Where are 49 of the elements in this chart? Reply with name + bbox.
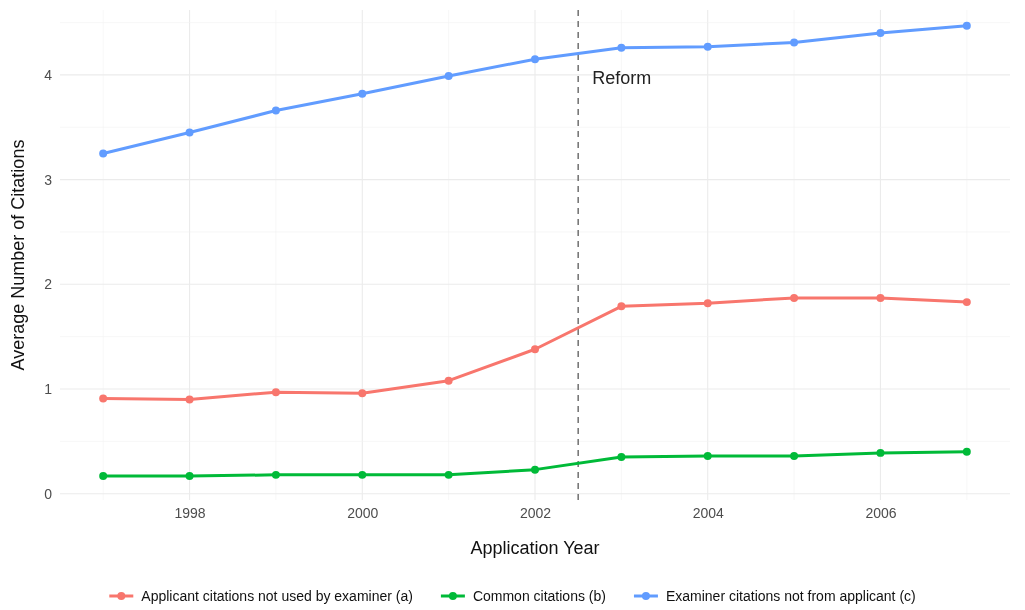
point	[876, 448, 885, 457]
point	[271, 106, 280, 115]
point	[358, 470, 367, 479]
point	[444, 71, 453, 80]
point	[962, 447, 971, 456]
point	[358, 89, 367, 98]
point	[703, 42, 712, 51]
point	[617, 43, 626, 52]
legend-label: Common citations (b)	[472, 588, 606, 604]
y-axis-title: Average Number of Citations	[8, 139, 28, 371]
y-tick-label: 2	[44, 276, 53, 293]
y-tick-label: 1	[44, 381, 53, 397]
point	[531, 465, 539, 474]
point	[617, 453, 626, 462]
point	[962, 298, 971, 307]
legend-label: Examiner citations not from applicant (c)	[665, 588, 916, 604]
point	[185, 395, 194, 404]
point	[790, 38, 799, 47]
point	[790, 293, 799, 302]
point	[703, 299, 712, 308]
point	[444, 376, 453, 385]
point	[271, 388, 280, 397]
point	[531, 55, 539, 64]
point	[703, 452, 712, 461]
x-axis-title: Application Year	[470, 538, 600, 558]
point	[444, 470, 453, 479]
point	[185, 471, 194, 480]
x-tick-label: 1998	[174, 504, 206, 521]
legend-label: Applicant citations not used by examiner (a)	[141, 588, 413, 604]
point	[99, 394, 108, 403]
point	[99, 471, 108, 480]
y-tick-label: 4	[44, 66, 53, 83]
point	[185, 128, 194, 137]
x-tick-label: 2006	[865, 504, 897, 521]
point	[617, 302, 626, 311]
y-tick-label: 0	[44, 485, 53, 502]
x-tick-label: 2002	[519, 504, 552, 521]
point	[790, 452, 799, 461]
point	[531, 345, 539, 354]
point	[99, 149, 108, 158]
y-tick-label: 3	[44, 171, 53, 188]
point	[358, 389, 367, 398]
x-tick-label: 2004	[692, 504, 725, 521]
ref-line-label: Reform	[592, 68, 652, 88]
point	[876, 29, 885, 38]
x-tick-label: 2000	[347, 504, 379, 521]
point	[962, 21, 971, 30]
point	[876, 293, 885, 302]
point	[271, 470, 280, 479]
